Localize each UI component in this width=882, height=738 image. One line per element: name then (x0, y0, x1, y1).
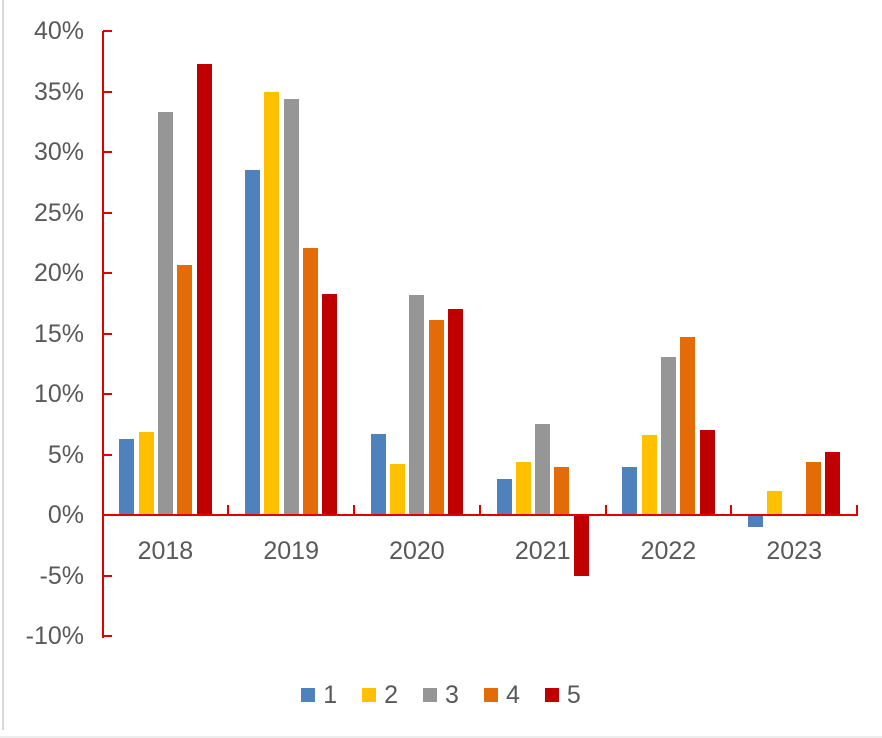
legend-swatch-icon (483, 688, 498, 702)
legend-label: 1 (323, 681, 338, 709)
bar-series-4-2020 (428, 320, 444, 515)
x-axis-label-2022: 2022 (640, 537, 697, 565)
bar-series-1-2020 (370, 433, 386, 515)
legend-label: 4 (505, 681, 520, 709)
y-axis-label-20%: 20% (33, 259, 84, 287)
bar-series-4-2021 (554, 466, 570, 515)
y-axis-label-35%: 35% (33, 77, 84, 106)
bar-series-4-2023 (805, 461, 821, 515)
bar-series-2-2020 (390, 464, 406, 515)
y-axis-tick-20% (102, 272, 112, 274)
bar-series-3-2022 (660, 356, 676, 515)
x-axis-tick-4 (604, 505, 607, 516)
y-axis-label--5%: -5% (39, 561, 84, 590)
bar-series-2-2021 (515, 461, 531, 515)
y-axis-tick-35% (102, 90, 112, 93)
chart-legend: 1 2 3 4 5 (0, 681, 882, 709)
y-axis-tick-15% (102, 332, 112, 335)
y-axis-tick-30% (102, 151, 112, 153)
bar-series-1-2019 (245, 170, 260, 515)
legend-swatch-icon (301, 688, 316, 702)
bar-series-5-2023 (825, 452, 841, 515)
bar-series-3-2019 (283, 98, 299, 515)
bar-series-1-2021 (496, 478, 512, 515)
y-axis-label-0%: 0% (47, 501, 84, 529)
x-axis-tick-3 (478, 505, 481, 516)
bar-series-4-2018 (177, 264, 193, 515)
y-axis-label-25%: 25% (33, 198, 84, 227)
y-axis-tick--5% (102, 574, 112, 577)
y-axis-line (101, 31, 104, 638)
bar-series-1-2023 (748, 515, 763, 528)
y-axis-label-10%: 10% (33, 380, 84, 408)
legend-item-4: 4 (483, 681, 520, 709)
y-axis-tick-10% (102, 393, 112, 395)
legend-label: 2 (384, 681, 399, 709)
bar-series-5-2021 (573, 515, 589, 576)
legend-label: 5 (566, 681, 581, 709)
legend-swatch-icon (362, 688, 377, 702)
bar-series-5-2022 (699, 430, 715, 515)
bar-series-2-2018 (138, 431, 154, 515)
y-axis-tick-25% (102, 211, 112, 214)
legend-item-3: 3 (423, 681, 459, 709)
y-axis-label-30%: 30% (33, 138, 84, 166)
bar-series-5-2020 (448, 309, 463, 515)
bar-series-5-2019 (322, 293, 338, 515)
y-axis-label-15%: 15% (33, 319, 84, 348)
legend-item-5: 5 (544, 681, 581, 709)
legend-label: 3 (445, 681, 459, 709)
bar-series-1-2022 (622, 466, 638, 515)
bar-series-5-2018 (196, 63, 212, 515)
bar-series-3-2021 (535, 424, 551, 516)
y-axis-label--10%: -10% (25, 622, 84, 650)
legend-item-2: 2 (362, 681, 398, 709)
x-axis-label-2019: 2019 (263, 537, 319, 565)
legend-item-1: 1 (301, 681, 337, 709)
x-axis-label-2018: 2018 (137, 537, 194, 565)
x-axis-tick-6 (856, 505, 858, 516)
y-axis-tick-40% (102, 30, 112, 32)
legend-swatch-icon (423, 688, 438, 702)
bar-series-4-2022 (680, 337, 696, 515)
y-axis-tick-5% (102, 453, 112, 456)
bar-series-1-2018 (119, 438, 135, 515)
y-axis-label-5%: 5% (47, 440, 84, 469)
bar-series-2-2023 (767, 490, 783, 515)
bar-series-3-2020 (409, 294, 425, 515)
bar-series-3-2018 (157, 112, 173, 515)
window-bottom-border (0, 736, 882, 738)
x-axis-tick-0 (101, 505, 104, 516)
x-axis-tick-1 (227, 505, 230, 516)
x-axis-label-2020: 2020 (389, 537, 445, 565)
y-axis-tick-0% (102, 514, 112, 516)
y-axis-label-40%: 40% (33, 17, 84, 45)
x-axis-tick-2 (353, 505, 355, 516)
legend-swatch-icon (544, 688, 559, 702)
x-axis-tick-5 (730, 505, 733, 516)
bar-series-2-2022 (641, 435, 657, 515)
x-axis-label-2021: 2021 (514, 537, 571, 565)
y-axis-tick--10% (102, 635, 112, 637)
bar-series-2-2019 (264, 91, 280, 515)
x-axis-label-2023: 2023 (766, 537, 822, 565)
window-left-border (2, 0, 4, 730)
bar-series-4-2019 (302, 247, 318, 515)
